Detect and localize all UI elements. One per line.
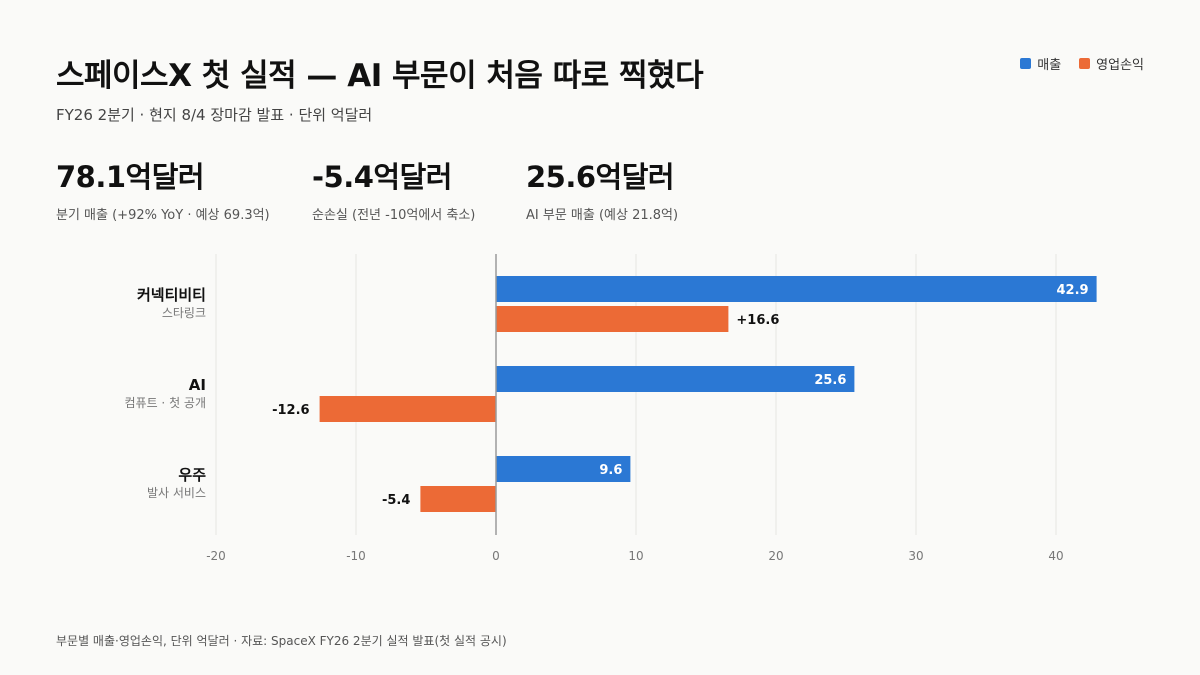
- legend-item-operating-income: 영업손익: [1079, 54, 1144, 73]
- category-sublabel: 스타링크: [162, 306, 206, 320]
- data-label: 42.9: [1057, 283, 1089, 298]
- bar: [319, 396, 496, 422]
- kpi-label: 순손실 (전년 -10억에서 축소): [312, 208, 476, 223]
- x-tick-label: 0: [492, 549, 500, 563]
- data-label: -5.4: [382, 493, 410, 508]
- x-tick-label: 20: [768, 549, 783, 563]
- legend: 매출 영업손익: [1020, 54, 1144, 73]
- data-label: 9.6: [599, 463, 622, 478]
- bar: [496, 306, 729, 332]
- x-tick-label: -10: [346, 549, 366, 563]
- chart-title: 스페이스X 첫 실적 — AI 부문이 처음 따로 찍혔다: [56, 58, 704, 94]
- kpi-value: -5.4억달러: [312, 160, 452, 194]
- kpi-row: 78.1억달러 분기 매출 (+92% YoY · 예상 69.3억) -5.4…: [56, 154, 1144, 224]
- bar: [420, 486, 496, 512]
- kpi-label: AI 부문 매출 (예상 21.8억): [526, 208, 679, 223]
- legend-swatch-operating-income: [1079, 58, 1091, 69]
- x-tick-label: 30: [908, 549, 923, 563]
- x-tick-label: -20: [206, 549, 226, 563]
- kpi-label: 분기 매출 (+92% YoY · 예상 69.3억): [56, 208, 270, 223]
- x-tick-label: 40: [1048, 549, 1063, 563]
- bar: [496, 456, 631, 482]
- bar: [496, 276, 1097, 302]
- category-sublabel: 컴퓨트 · 첫 공개: [125, 396, 207, 410]
- bar: [496, 366, 855, 392]
- x-tick-label: 10: [628, 549, 643, 563]
- category-label: 우주: [178, 466, 206, 484]
- data-label: -12.6: [272, 403, 309, 418]
- legend-swatch-revenue: [1020, 58, 1032, 69]
- source-note: 부문별 매출·영업손익, 단위 억달러 · 자료: SpaceX FY26 2분…: [56, 634, 507, 648]
- kpi-revenue: 78.1억달러 분기 매출 (+92% YoY · 예상 69.3억): [56, 154, 270, 223]
- kpi-value: 25.6억달러: [526, 160, 675, 194]
- kpi-net-loss: -5.4억달러 순손실 (전년 -10억에서 축소): [312, 154, 475, 223]
- category-label: AI: [189, 376, 206, 394]
- kpi-ai-revenue: 25.6억달러 AI 부문 매출 (예상 21.8억): [526, 154, 678, 223]
- data-label: +16.6: [736, 313, 779, 328]
- kpi-value: 78.1억달러: [56, 160, 205, 194]
- category-label: 커넥티비티: [137, 286, 206, 304]
- legend-item-revenue: 매출: [1020, 54, 1061, 73]
- chart-subtitle: FY26 2분기 · 현지 8/4 장마감 발표 · 단위 억달러: [56, 106, 373, 124]
- legend-label-revenue: 매출: [1037, 58, 1062, 73]
- legend-label-operating-income: 영업손익: [1096, 58, 1144, 73]
- data-label: 25.6: [814, 373, 846, 388]
- category-sublabel: 발사 서비스: [147, 486, 206, 500]
